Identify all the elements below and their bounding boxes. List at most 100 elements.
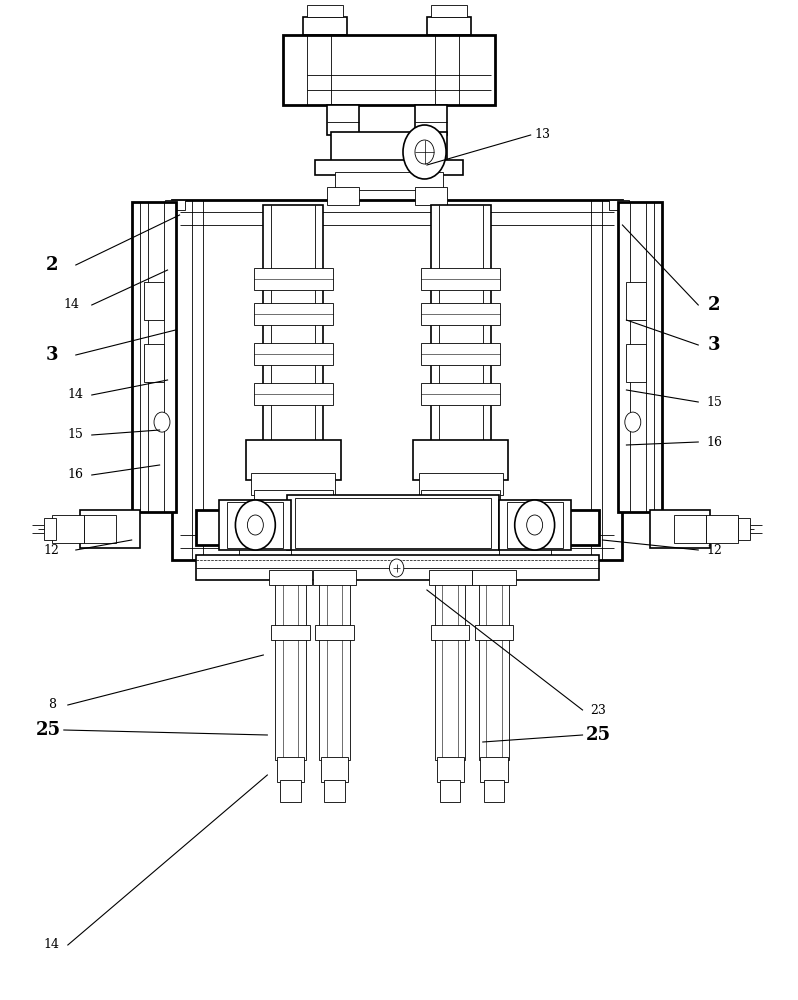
Bar xyxy=(507,502,563,548)
Bar xyxy=(335,172,443,190)
Bar xyxy=(277,757,304,782)
Bar xyxy=(254,268,333,290)
Bar xyxy=(254,303,333,325)
Bar xyxy=(626,282,646,320)
Bar xyxy=(165,200,185,210)
Bar xyxy=(287,495,499,550)
Text: 15: 15 xyxy=(706,395,722,408)
Bar xyxy=(738,518,750,540)
Circle shape xyxy=(154,412,170,432)
Bar xyxy=(219,500,291,550)
Bar xyxy=(84,515,116,543)
Bar xyxy=(421,268,500,290)
Text: 12: 12 xyxy=(706,544,722,556)
Text: 2: 2 xyxy=(708,296,721,314)
Bar xyxy=(435,575,465,760)
Circle shape xyxy=(527,515,543,535)
Circle shape xyxy=(389,559,404,577)
Circle shape xyxy=(625,412,641,432)
Bar xyxy=(251,473,335,495)
Bar xyxy=(431,625,469,640)
Bar xyxy=(618,202,662,512)
Bar xyxy=(263,205,323,525)
Text: 3: 3 xyxy=(708,336,721,354)
Bar xyxy=(275,575,306,760)
Bar xyxy=(44,518,56,540)
Bar xyxy=(196,510,598,545)
Text: 25: 25 xyxy=(586,726,611,744)
Text: 3: 3 xyxy=(45,346,58,364)
Bar xyxy=(499,500,571,550)
Bar xyxy=(479,575,509,760)
Bar xyxy=(429,570,472,585)
Text: 8: 8 xyxy=(48,698,56,712)
Bar xyxy=(246,440,341,480)
Bar xyxy=(172,200,622,560)
Bar xyxy=(413,440,508,480)
Bar xyxy=(421,383,500,405)
Bar xyxy=(315,160,463,175)
Bar xyxy=(254,383,333,405)
Bar xyxy=(421,490,500,510)
Text: 14: 14 xyxy=(44,938,60,952)
Text: 14: 14 xyxy=(64,298,80,312)
Bar xyxy=(415,187,447,205)
Bar xyxy=(431,205,491,525)
Bar xyxy=(254,490,333,510)
Bar xyxy=(254,343,333,365)
Circle shape xyxy=(235,500,275,550)
Bar xyxy=(280,780,301,802)
Bar xyxy=(239,535,291,560)
Text: 2: 2 xyxy=(45,256,58,274)
Bar xyxy=(421,303,500,325)
Text: 25: 25 xyxy=(35,721,61,739)
Bar xyxy=(144,282,164,320)
Bar xyxy=(440,780,460,802)
Bar xyxy=(227,502,283,548)
Bar xyxy=(319,575,350,760)
Text: 15: 15 xyxy=(68,428,84,442)
Bar xyxy=(52,515,84,543)
Bar xyxy=(419,473,503,495)
Bar xyxy=(315,625,354,640)
Bar xyxy=(499,535,551,560)
Bar xyxy=(80,510,140,548)
Circle shape xyxy=(415,140,434,164)
Bar xyxy=(626,344,646,382)
Bar xyxy=(144,344,164,382)
Circle shape xyxy=(515,500,555,550)
Bar xyxy=(431,5,467,17)
Bar xyxy=(650,510,710,548)
Bar xyxy=(480,757,508,782)
Bar xyxy=(307,5,343,17)
Bar xyxy=(313,570,356,585)
Text: 16: 16 xyxy=(706,436,722,448)
Bar xyxy=(427,17,471,35)
Bar xyxy=(415,105,447,135)
Circle shape xyxy=(247,515,263,535)
Text: 13: 13 xyxy=(535,128,551,141)
Bar xyxy=(484,780,504,802)
Bar xyxy=(327,187,359,205)
Bar xyxy=(327,105,359,135)
Bar xyxy=(475,625,513,640)
Text: 14: 14 xyxy=(68,388,84,401)
Bar xyxy=(331,132,447,162)
Bar xyxy=(437,757,464,782)
Bar xyxy=(196,555,598,580)
Bar xyxy=(321,757,348,782)
Bar xyxy=(271,625,310,640)
Bar xyxy=(303,17,347,35)
Bar xyxy=(609,200,629,210)
Text: 12: 12 xyxy=(44,544,60,556)
Bar xyxy=(269,570,312,585)
Bar xyxy=(324,780,345,802)
Circle shape xyxy=(403,125,446,179)
Bar xyxy=(421,343,500,365)
Bar xyxy=(674,515,706,543)
Bar xyxy=(472,570,516,585)
Bar xyxy=(283,35,495,105)
Bar xyxy=(706,515,738,543)
Text: 23: 23 xyxy=(591,704,606,716)
Bar xyxy=(295,498,491,548)
